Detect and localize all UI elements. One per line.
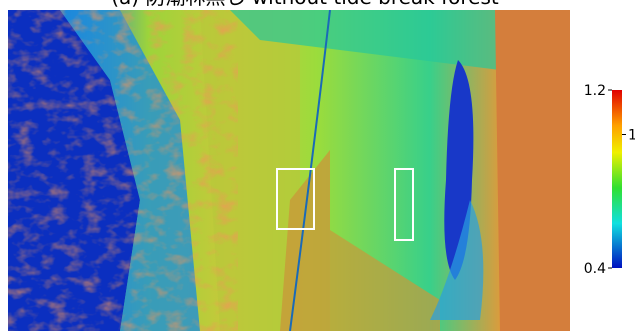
colorbar-tick-label: 1	[628, 128, 635, 144]
colorbar-tick-label: 0.4	[584, 261, 606, 277]
colorbar: 1.2 1 0.4	[584, 83, 635, 277]
colorbar-scale	[612, 90, 622, 268]
figure: (a) 防潮林無し without tide break forest 1.21…	[0, 0, 635, 331]
simulation-field	[8, 10, 570, 331]
figure-title: (a) 防潮林無し without tide break forest	[111, 0, 499, 9]
page: {"title":"(a) 防潮林無し without tide break f…	[0, 0, 635, 331]
colorbar-tick-label: 1.2	[584, 83, 606, 99]
